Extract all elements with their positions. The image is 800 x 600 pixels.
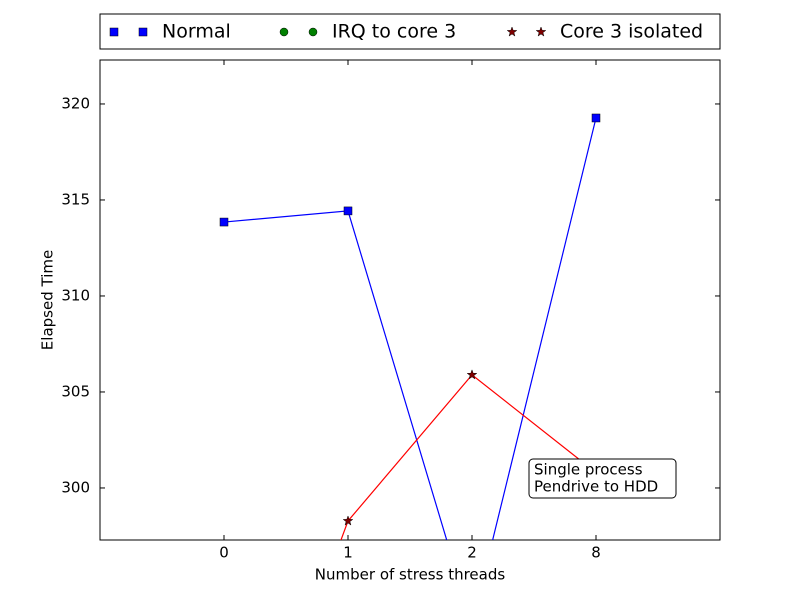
y-tick-label: 310 xyxy=(61,286,90,304)
x-axis-label: Number of stress threads xyxy=(315,566,506,584)
legend-marker xyxy=(109,27,119,37)
series-line xyxy=(223,117,597,540)
y-tick-label: 320 xyxy=(61,94,90,112)
data-point xyxy=(466,369,478,380)
y-tick-label: 305 xyxy=(61,382,90,400)
data-point xyxy=(342,515,354,526)
x-tick-label: 1 xyxy=(343,544,353,562)
series-line xyxy=(340,374,597,540)
legend-item: Normal xyxy=(109,21,231,43)
legend-box xyxy=(99,13,721,50)
annotation-box xyxy=(528,458,677,499)
annotation-text: Pendrive to HDD xyxy=(534,478,658,496)
legend-marker xyxy=(506,26,518,37)
plot-area xyxy=(219,113,602,540)
data-point xyxy=(343,206,353,216)
x-tick-label: 8 xyxy=(591,544,601,562)
legend-marker xyxy=(308,27,318,37)
x-tick-label: 0 xyxy=(219,544,229,562)
data-point xyxy=(219,217,229,227)
legend-item: IRQ to core 3 xyxy=(279,21,456,43)
legend-label: Core 3 isolated xyxy=(560,21,703,43)
legend-marker xyxy=(535,26,547,37)
legend-label: IRQ to core 3 xyxy=(332,21,456,43)
annotation-text: Single process xyxy=(534,461,643,479)
y-tick-label: 300 xyxy=(61,478,90,496)
legend-marker xyxy=(279,27,289,37)
legend-item: Core 3 isolated xyxy=(506,21,703,43)
legend-marker xyxy=(138,27,148,37)
y-tick-label: 315 xyxy=(61,190,90,208)
y-axis-label: Elapsed Time xyxy=(39,250,57,350)
data-point xyxy=(591,113,601,123)
legend-label: Normal xyxy=(162,21,231,43)
x-tick-label: 2 xyxy=(467,544,477,562)
